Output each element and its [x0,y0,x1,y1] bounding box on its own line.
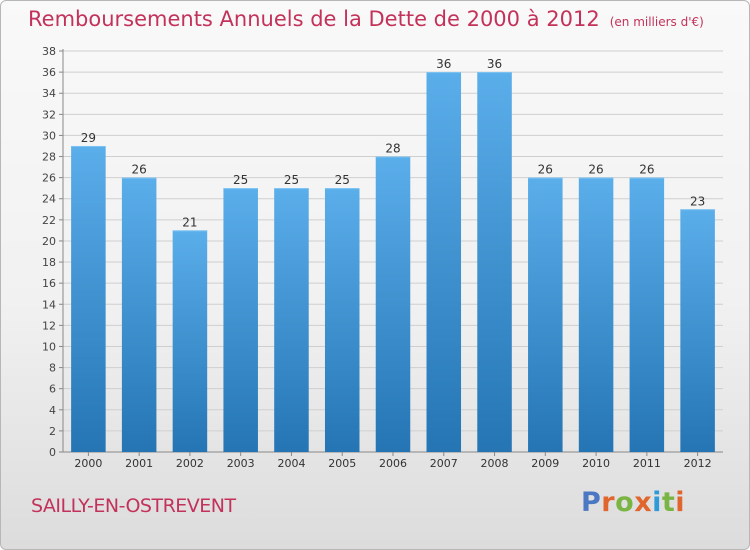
y-tick-label: 38 [42,45,56,58]
y-tick-label: 22 [42,214,56,227]
y-tick-label: 14 [42,298,56,311]
logo-letter: o [615,487,635,518]
chart-title: Remboursements Annuels de la Dette de 20… [28,7,704,31]
y-tick-label: 2 [49,425,56,438]
x-tick-label: 2009 [531,457,559,470]
x-tick-label: 2001 [125,457,153,470]
bar-group: 25 [324,173,360,452]
bar-group: 36 [477,57,512,453]
bar-group: 36 [426,57,462,453]
bar-group: 26 [528,163,563,452]
bar-value-label: 36 [436,57,451,71]
logo-letter: t [661,487,676,518]
proxiti-logo: Proxiti [581,487,685,518]
chart-title-text: Remboursements Annuels de la Dette de 20… [28,7,600,31]
bar [680,209,715,452]
bar [71,145,106,452]
bar-value-label: 26 [639,163,654,177]
bar-value-label: 36 [487,57,502,71]
x-tick-label: 2010 [582,457,610,470]
bar-value-label: 29 [81,131,96,145]
x-tick-label: 2004 [277,457,305,470]
bar-value-label: 26 [132,163,147,177]
y-tick-label: 6 [49,383,56,396]
bar-value-label: 26 [588,163,603,177]
x-tick-label: 2005 [328,457,356,470]
bar-group: 29 [71,131,106,452]
x-tick-label: 2002 [176,457,204,470]
y-tick-label: 4 [49,404,56,417]
x-tick-label: 2008 [481,457,509,470]
x-tick-label: 2012 [684,457,712,470]
y-tick-label: 20 [42,235,56,248]
bar [528,177,563,452]
y-tick-label: 18 [42,256,56,269]
y-tick-label: 32 [42,108,56,121]
bar [223,188,258,452]
y-tick-label: 16 [42,277,56,290]
bar-group: 26 [629,163,665,452]
bar-value-label: 26 [538,163,553,177]
y-tick-label: 30 [42,129,56,142]
bar [477,72,512,453]
bar-value-label: 25 [335,173,350,187]
bar-value-label: 28 [385,142,400,156]
bar [426,72,462,453]
bar-group: 28 [375,142,411,453]
bar-group: 26 [578,163,614,452]
y-tick-label: 24 [42,193,56,206]
bar [172,230,208,452]
bar-group: 21 [172,215,208,452]
bar-value-label: 21 [182,215,197,229]
y-tick-label: 12 [42,319,56,332]
bar-group: 23 [680,194,715,452]
logo-letter: r [601,487,616,518]
bar-group: 25 [223,173,258,452]
logo-letter: P [581,487,602,518]
y-tick-label: 36 [42,66,56,79]
chart-unit: (en milliers d'€) [609,15,704,29]
y-tick-label: 28 [42,151,56,164]
logo-letter: i [652,487,662,518]
bar [121,177,157,452]
logo-letter: i [675,487,686,518]
bar-group: 26 [121,163,157,452]
bar [578,177,614,452]
bar-value-label: 25 [284,173,299,187]
x-tick-label: 2000 [74,457,102,470]
y-tick-label: 8 [49,362,56,375]
x-tick-label: 2011 [633,457,661,470]
y-tick-label: 34 [42,87,56,100]
bar-value-label: 25 [233,173,248,187]
y-tick-label: 26 [42,172,56,185]
bar [629,177,665,452]
y-tick-label: 10 [42,340,56,353]
bar [274,188,309,452]
bars: 29 26 21 25 25 25 28 36 36 26 26 26 23 [71,57,715,453]
commune-name: SAILLY-EN-OSTREVENT [31,495,236,517]
logo-letter: x [634,487,653,518]
bar [324,188,360,452]
x-tick-label: 2007 [430,457,458,470]
bar [375,156,411,453]
x-tick-label: 2003 [227,457,255,470]
y-tick-label: 0 [49,446,56,459]
bar-group: 25 [274,173,309,452]
bar-value-label: 23 [690,194,705,208]
x-tick-label: 2006 [379,457,407,470]
